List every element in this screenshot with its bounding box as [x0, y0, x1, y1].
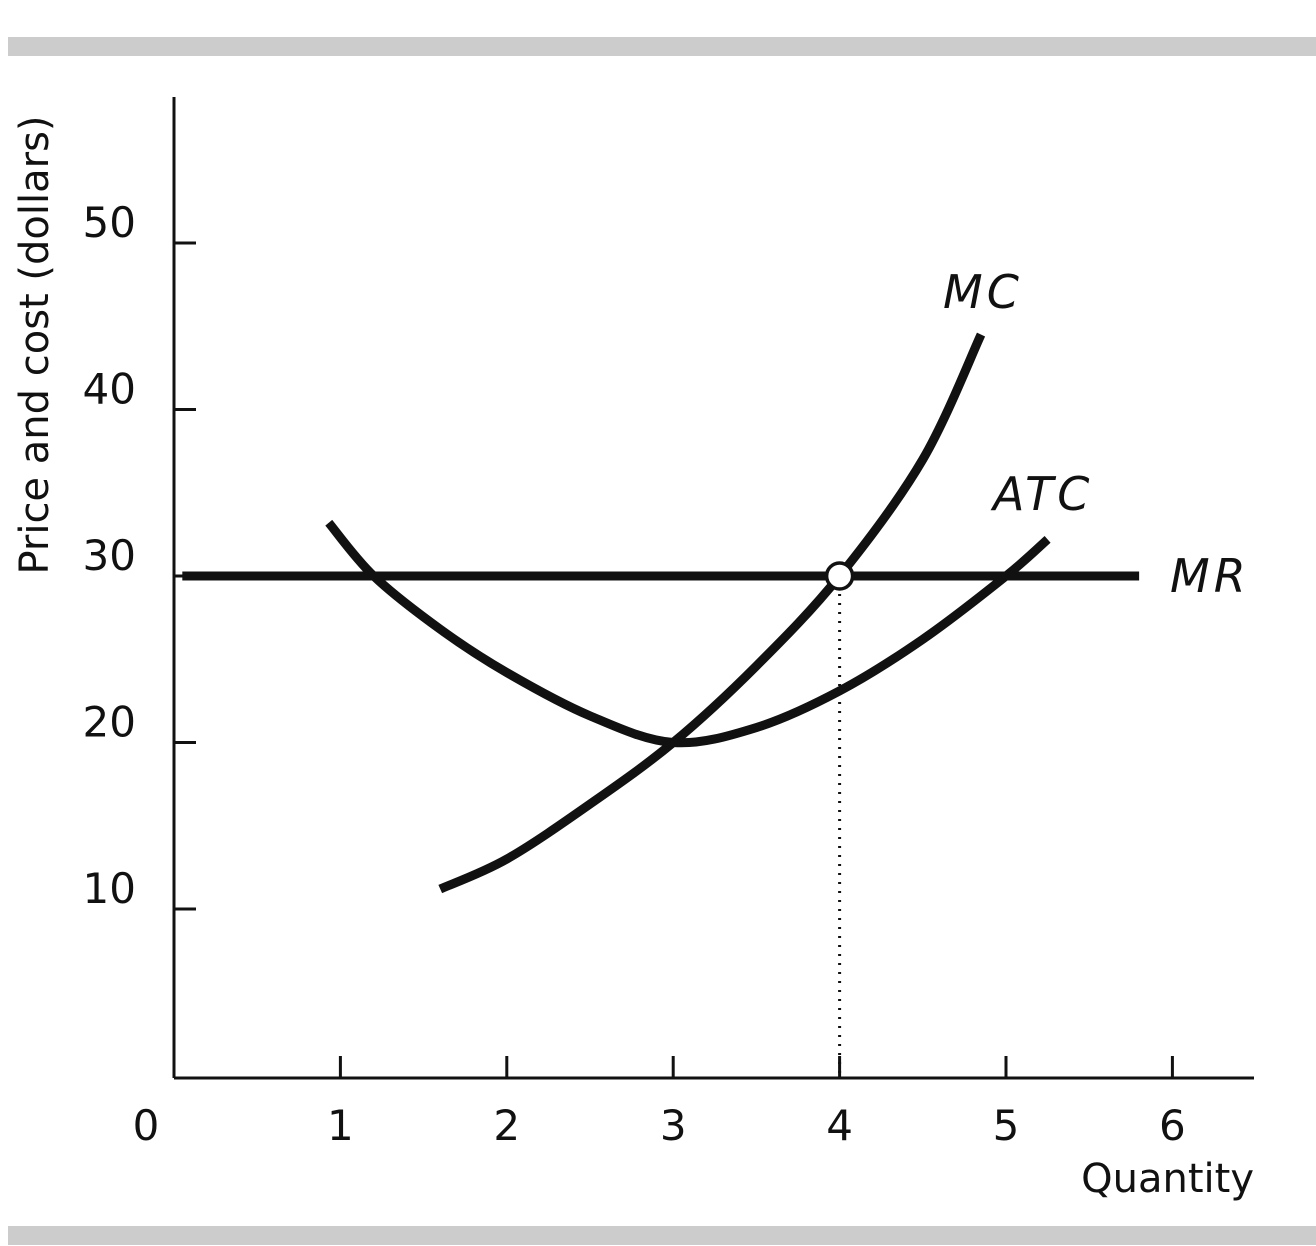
mr-label: MR — [1170, 549, 1250, 603]
x-axis-title: Quantity — [1081, 1156, 1254, 1202]
mc-label: MC — [943, 265, 1023, 319]
bottom-divider-band — [8, 1226, 1316, 1245]
x-tick-label-3: 3 — [660, 1101, 687, 1150]
y-tick-label-40: 40 — [83, 365, 136, 414]
y-tick-label-50: 50 — [83, 198, 136, 247]
origin-label: 0 — [133, 1101, 160, 1150]
ticks: 1 2 3 4 5 6 10 20 30 40 50 0 — [83, 198, 1186, 1150]
equilibrium-point — [824, 561, 855, 591]
mc-curve — [438, 332, 986, 894]
y-tick-label-10: 10 — [83, 864, 136, 913]
y-axis-title: Price and cost (dollars) — [12, 115, 58, 574]
y-tick-label-20: 20 — [83, 698, 136, 747]
atc-label: ATC — [990, 467, 1093, 521]
x-tick-label-4: 4 — [826, 1101, 853, 1150]
x-tick-label-1: 1 — [327, 1101, 354, 1150]
x-tick-label-5: 5 — [993, 1101, 1020, 1150]
labels: Quantity Price and cost (dollars) MC ATC MR — [12, 115, 1254, 1202]
x-tick-label-6: 6 — [1159, 1101, 1186, 1150]
curves — [182, 332, 1140, 1078]
atc-curve — [325, 519, 1051, 748]
top-divider-band — [8, 37, 1316, 56]
axes — [172, 97, 1254, 1080]
x-tick-label-2: 2 — [493, 1101, 520, 1150]
y-tick-label-30: 30 — [83, 531, 136, 580]
